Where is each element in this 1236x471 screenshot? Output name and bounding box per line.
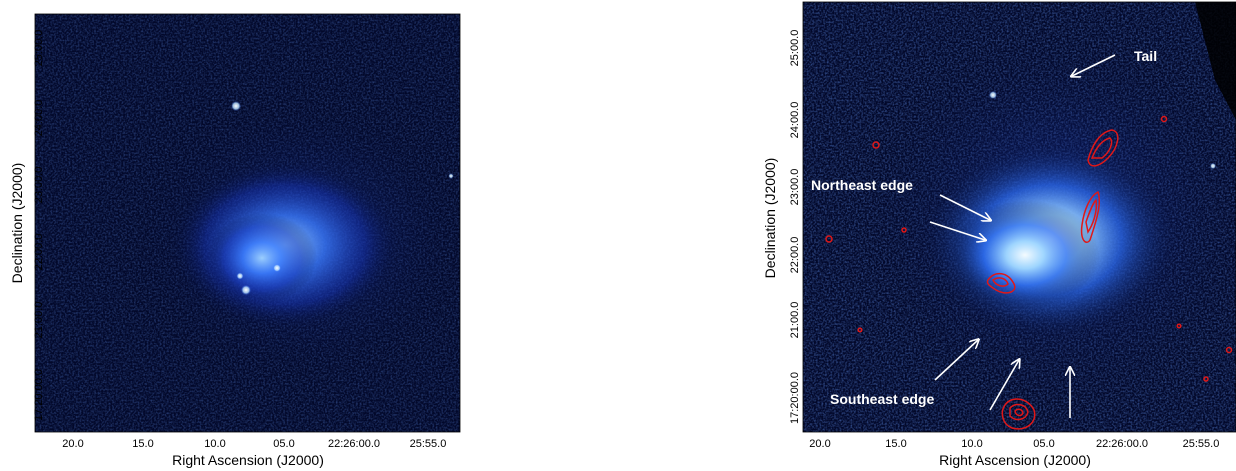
x-tick-label: 10.0 <box>204 438 225 450</box>
northeast-arrow <box>929 221 985 240</box>
y-tick-label: 22:00.0 <box>33 234 45 271</box>
left-panel: 20.0 15.0 10.0 05.0 22:26:00.0 25:55.0 R… <box>9 13 461 468</box>
left-xray-image <box>35 14 460 432</box>
right-panel: Tail Northeast edge Southeast edge 20.0 … <box>762 1 1236 468</box>
annotation-arrows <box>929 54 1116 418</box>
x-tick-label: 20.0 <box>809 438 830 450</box>
x-tick-label: 10.0 <box>961 438 982 450</box>
y-tick-label: 24:00.0 <box>33 100 45 137</box>
x-tick-label: 05.0 <box>1033 438 1054 450</box>
right-x-ticks: 20.0 15.0 10.0 05.0 22:26:00.0 25:55.0 <box>809 438 1219 450</box>
x-tick-label: 22:26:00.0 <box>1096 438 1148 450</box>
y-tick-label: 25:00.0 <box>33 30 45 67</box>
x-axis-label: Right Ascension (J2000) <box>939 452 1091 468</box>
point-source <box>448 173 454 179</box>
southeast-arrow <box>989 360 1019 411</box>
point-source <box>273 264 281 272</box>
southeast-arrow <box>934 340 978 381</box>
x-axis-label: Right Ascension (J2000) <box>172 452 324 468</box>
y-tick-label: 23:00.0 <box>33 167 45 204</box>
point-source <box>1210 163 1216 169</box>
x-tick-label: 05.0 <box>273 438 294 450</box>
northeast-edge-annotation: Northeast edge <box>811 177 913 193</box>
tail-annotation: Tail <box>1134 48 1157 64</box>
x-tick-label: 15.0 <box>132 438 153 450</box>
y-tick-label: 23:00.0 <box>789 169 801 206</box>
point-source <box>241 285 251 295</box>
left-y-ticks: 25:00.0 24:00.0 23:00.0 22:00.0 21:00.0 … <box>33 30 45 421</box>
y-tick-label: 21:00.0 <box>33 302 45 339</box>
x-tick-label: 22:26:00.0 <box>328 438 380 450</box>
y-tick-label: 21:00.0 <box>789 302 801 339</box>
x-tick-label: 25:55.0 <box>1183 438 1220 450</box>
northeast-arrow <box>939 194 990 220</box>
y-tick-label: 17:20:00.0 <box>789 372 801 424</box>
left-x-ticks: 20.0 15.0 10.0 05.0 22:26:00.0 25:55.0 <box>62 438 446 450</box>
right-frame <box>802 1 1236 433</box>
point-source <box>231 101 241 111</box>
x-tick-label: 20.0 <box>62 438 83 450</box>
y-axis-label: Declination (J2000) <box>762 158 778 279</box>
x-tick-label: 25:55.0 <box>410 438 447 450</box>
point-source <box>989 91 997 99</box>
left-frame <box>34 13 461 433</box>
tail-arrow <box>1072 54 1116 76</box>
right-y-ticks: 25:00.0 24:00.0 23:00.0 22:00.0 21:00.0 … <box>789 30 801 424</box>
y-tick-label: 17:20:00.0 <box>33 369 45 421</box>
right-xray-image: Tail Northeast edge Southeast edge <box>803 2 1236 432</box>
x-tick-label: 15.0 <box>885 438 906 450</box>
radio-contours <box>825 115 1233 430</box>
y-axis-label: Declination (J2000) <box>9 163 25 284</box>
y-tick-label: 24:00.0 <box>789 102 801 139</box>
y-tick-label: 22:00.0 <box>789 237 801 274</box>
southeast-edge-annotation: Southeast edge <box>830 391 934 407</box>
point-source <box>236 272 244 280</box>
y-tick-label: 25:00.0 <box>789 30 801 67</box>
